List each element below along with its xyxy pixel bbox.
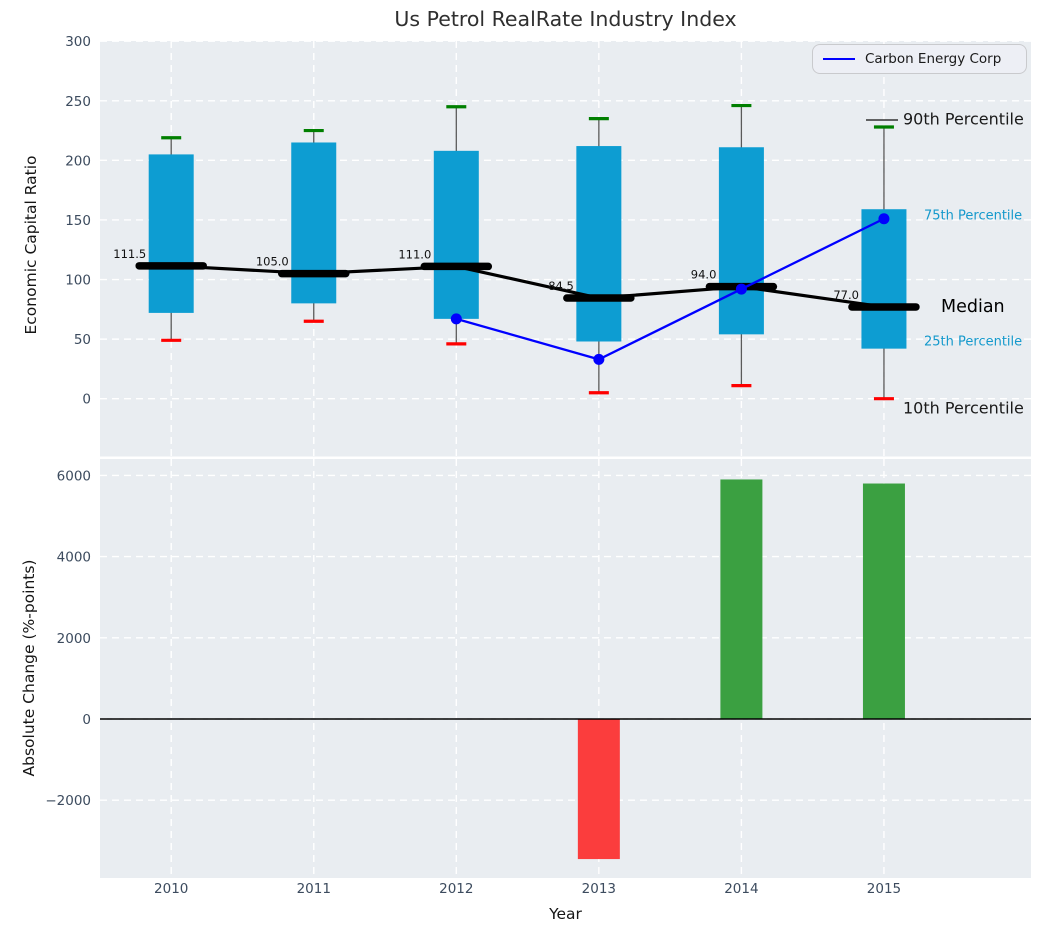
xtick-label-2011: 2011 [297, 881, 331, 897]
box-2010 [149, 154, 194, 312]
bottom-ytick-label-4000: 4000 [57, 550, 91, 566]
bar-2013 [578, 719, 620, 859]
bar-2014 [720, 479, 762, 719]
legend-label: Carbon Energy Corp [865, 51, 1001, 67]
top-ytick-label-100: 100 [65, 273, 91, 289]
bottom-ytick-label-2000: 2000 [57, 631, 91, 647]
top-ytick-label-0: 0 [82, 392, 91, 408]
top-ytick-label-50: 50 [74, 332, 91, 348]
y-axis-label-top: Economic Capital Ratio [22, 155, 40, 334]
xtick-label-2015: 2015 [867, 881, 901, 897]
median-value-label-2013: 84.5 [548, 279, 574, 293]
y-axis-label-bottom: Absolute Change (%-points) [20, 560, 38, 777]
bottom-ytick-label-6000: 6000 [57, 468, 91, 484]
top-ytick-label-300: 300 [65, 34, 91, 50]
xtick-label-2010: 2010 [154, 881, 188, 897]
top-ytick-label-150: 150 [65, 213, 91, 229]
box-2015 [861, 209, 906, 348]
median-value-label-2012: 111.0 [398, 247, 431, 261]
box-2012 [434, 151, 479, 319]
figure: 111.5 105.0 111.0 84.5 94.0 77.0 0 50 100 150 200 2… [0, 0, 1039, 942]
bottom-ytick-label--2000: −2000 [45, 793, 91, 809]
company-point-2014 [736, 284, 747, 295]
median-value-label-2010: 111.5 [113, 247, 146, 261]
top-ytick-label-250: 250 [65, 94, 91, 110]
top-ytick-label-200: 200 [65, 153, 91, 169]
median-value-label-2011: 105.0 [256, 255, 289, 269]
xtick-label-2014: 2014 [724, 881, 758, 897]
annotation-10th-percentile: 10th Percentile [903, 399, 1024, 418]
annotation-90th-percentile: 90th Percentile [903, 110, 1024, 129]
box-2013 [576, 146, 621, 341]
legend: Carbon Energy Corp [812, 44, 1027, 74]
annotation-25th-percentile: 25th Percentile [924, 335, 1022, 350]
xtick-label-2013: 2013 [582, 881, 616, 897]
company-point-2015 [878, 213, 889, 224]
company-point-2012 [451, 313, 462, 324]
chart-title: Us Petrol RealRate Industry Index [100, 7, 1031, 31]
legend-line-swatch [823, 58, 855, 60]
median-value-label-2014: 94.0 [691, 268, 717, 282]
company-point-2013 [593, 354, 604, 365]
bottom-ytick-label-0: 0 [82, 712, 91, 728]
box-2011 [291, 142, 336, 303]
box-2014 [719, 147, 764, 334]
x-axis-label: Year [100, 905, 1031, 923]
bar-2015 [863, 484, 905, 719]
annotation-median: Median [941, 297, 1005, 317]
annotation-75th-percentile: 75th Percentile [924, 209, 1022, 224]
xtick-label-2012: 2012 [439, 881, 473, 897]
median-value-label-2015: 77.0 [833, 288, 859, 302]
plot-canvas: 111.5 105.0 111.0 84.5 94.0 77.0 0 50 100 150 200 2… [0, 0, 1039, 942]
